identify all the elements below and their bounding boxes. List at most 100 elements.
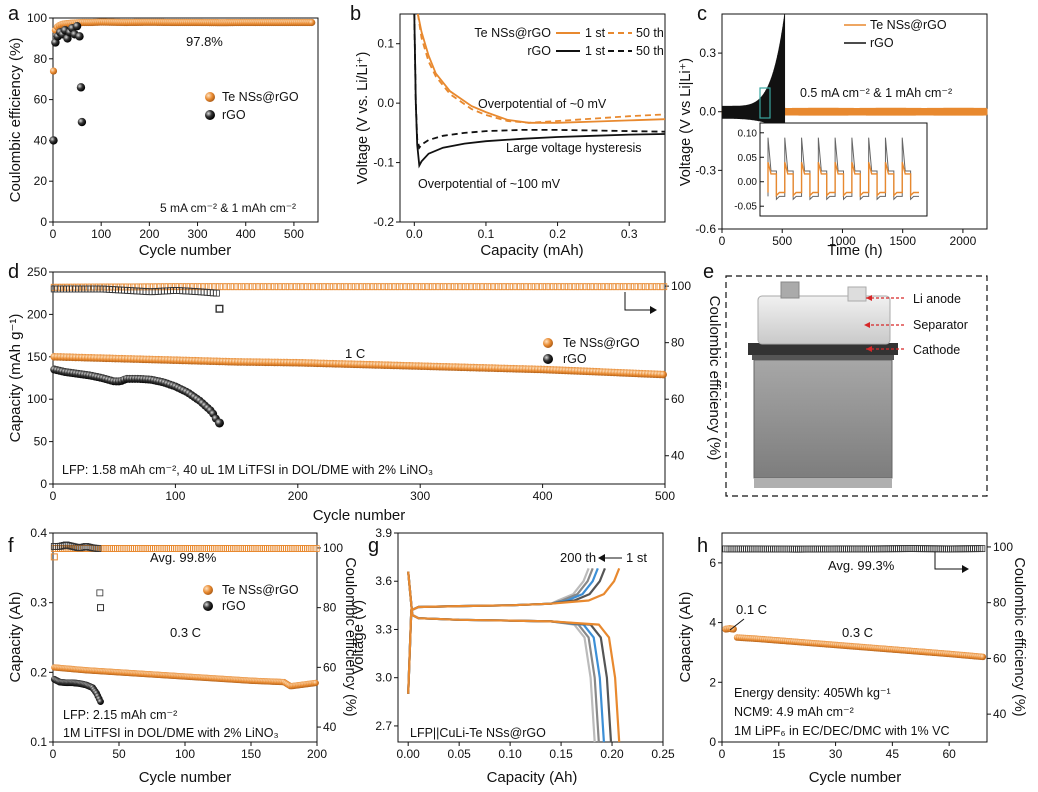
ce-point	[157, 283, 165, 291]
y2-tick-label: 80	[323, 601, 337, 615]
ce-point	[329, 283, 337, 291]
ce-point	[440, 283, 447, 291]
ce-point	[619, 283, 627, 291]
ce-point	[612, 283, 620, 291]
panel-label: a	[8, 3, 20, 25]
data-point	[49, 67, 58, 75]
x-tick-label: 0.3	[621, 227, 638, 241]
legend-label: Te NSs@rGO	[563, 336, 640, 350]
ce-point	[50, 543, 58, 550]
diagram-frame	[725, 275, 988, 497]
ce-point	[260, 545, 267, 552]
panel-label: e	[703, 261, 714, 283]
legend-label: rGO	[222, 108, 246, 122]
ce-point	[399, 283, 407, 291]
ce-point	[970, 545, 977, 553]
x-tick-label: 100	[175, 747, 195, 761]
ce-point	[728, 545, 736, 553]
ce-point	[105, 545, 113, 552]
ce-point	[811, 545, 819, 553]
ce-point	[318, 283, 326, 291]
inset: 0.10 0.05 0.00 -0.05	[734, 122, 928, 217]
ce-point	[276, 545, 284, 552]
ce-point	[888, 545, 896, 553]
ce-point	[414, 283, 422, 291]
cell-label: LFP||CuLi-Te NSs@rGO	[410, 726, 546, 740]
y-tick-label: 0.3	[699, 46, 716, 60]
ce-point	[135, 545, 143, 552]
x-tick-label: 0	[719, 234, 726, 248]
ce-point	[281, 545, 288, 552]
ce-point	[243, 545, 250, 552]
avg-label: Avg. 99.8%	[150, 550, 217, 565]
ce-point	[932, 545, 940, 553]
ce-point	[761, 545, 769, 553]
ce-point	[208, 283, 216, 291]
condition-label: 0.5 mA cm⁻² & 1 mAh cm⁻²	[800, 86, 952, 100]
ce-point	[287, 545, 295, 552]
cell-tab	[847, 286, 867, 302]
y-tick-label: 0.4	[30, 526, 47, 540]
y2-tick-label: 80	[993, 596, 1007, 610]
ce-point	[234, 545, 242, 552]
ce-point	[968, 545, 975, 553]
ce-point	[307, 283, 315, 291]
inset-tick-label: 0.05	[738, 153, 758, 164]
x-tick-label: 0.25	[651, 747, 675, 761]
ce-point	[743, 545, 751, 553]
ce-point	[311, 283, 319, 291]
y2-tick-label: 40	[993, 707, 1007, 721]
ce-point	[791, 545, 798, 553]
ce-point	[753, 545, 761, 553]
ce-point	[959, 545, 967, 553]
ce-point	[373, 283, 381, 291]
y2-axis-label: Coulombic efficiency (%)	[706, 296, 723, 461]
ce-point	[853, 545, 861, 553]
ce-point	[183, 283, 190, 291]
x-tick-label: 0	[719, 747, 726, 761]
ce-point	[291, 545, 299, 552]
ce-point	[340, 283, 348, 291]
y-tick-label: 0	[709, 735, 716, 749]
ce-point	[832, 545, 840, 553]
ce-point	[348, 283, 356, 291]
ce-point	[213, 289, 220, 297]
x-tick-label: 200	[139, 227, 159, 241]
panel-label: h	[697, 535, 708, 557]
y2-axis-label: Coulombic efficiency (%)	[1011, 557, 1027, 716]
ce-point	[498, 283, 506, 291]
ce-point	[938, 545, 946, 553]
ce-point	[249, 283, 256, 291]
ce-point	[638, 283, 646, 291]
ce-point	[465, 283, 473, 291]
legend-label: 1 st	[585, 26, 606, 40]
ce-point	[539, 283, 546, 291]
ce-point	[730, 545, 738, 553]
x-tick-label: 0.10	[498, 747, 522, 761]
ce-point	[542, 283, 550, 291]
ce-point	[447, 283, 455, 291]
x-tick-label: 15	[772, 747, 786, 761]
ce-point	[506, 283, 513, 291]
ce-point	[388, 283, 396, 291]
ce-point	[739, 545, 746, 553]
ce-point	[531, 283, 539, 291]
x-tick-label: 200	[288, 489, 308, 503]
rgo-voltage-trace	[721, 14, 786, 131]
ce-point	[586, 283, 594, 291]
label-1st: 1 st	[626, 550, 647, 565]
arrow-head	[962, 565, 969, 573]
zoom-box	[759, 87, 771, 119]
ce-point	[54, 283, 62, 291]
ce-point	[226, 545, 234, 552]
ce-point	[866, 545, 873, 553]
ce-point	[293, 283, 300, 291]
ce-point	[732, 545, 740, 553]
ce-point	[469, 283, 477, 291]
charge-curve	[407, 567, 590, 694]
data-point	[214, 418, 224, 428]
ce-point	[836, 545, 844, 553]
ce-point	[805, 545, 813, 553]
x-tick-label: 400	[236, 227, 256, 241]
ce-point	[583, 283, 591, 291]
